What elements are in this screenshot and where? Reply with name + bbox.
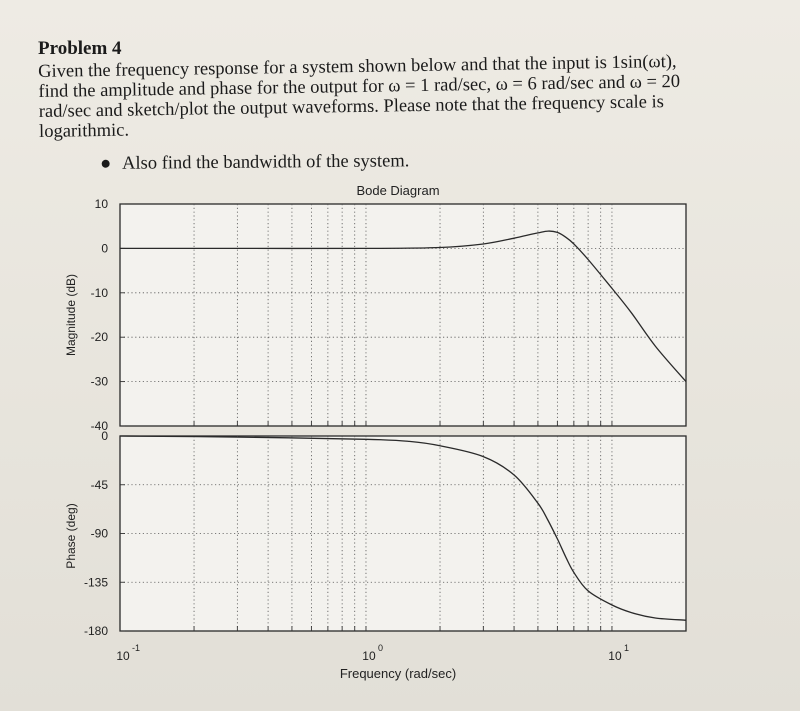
y-tick-label: 0 <box>101 429 108 443</box>
magnitude-plot-frame <box>119 203 687 427</box>
phase-panel: 0 -45 -90 -135 -180 <box>84 429 687 638</box>
phase-plot-frame <box>119 435 687 632</box>
magnitude-y-ticks: 10 0 -10 -20 -30 -40 <box>91 197 125 433</box>
phase-axis-label: Phase (deg) <box>64 503 78 568</box>
x-tick-label: 10 <box>116 649 130 663</box>
phase-y-ticks: 0 -45 -90 -135 -180 <box>84 429 125 638</box>
y-tick-label: -10 <box>91 286 109 300</box>
magnitude-grid <box>120 204 686 426</box>
problem-heading: Problem 4 <box>38 38 122 59</box>
frequency-axis-label: Frequency (rad/sec) <box>340 666 456 681</box>
x-tick-label: 10 <box>362 649 376 663</box>
x-tick-exponent: 1 <box>624 643 629 653</box>
y-tick-label: -20 <box>91 330 109 344</box>
y-tick-label: 10 <box>95 197 109 211</box>
magnitude-axis-label: Magnitude (dB) <box>64 274 78 356</box>
phase-series-line <box>119 435 687 621</box>
magnitude-panel: 10 0 -10 -20 -30 -40 <box>91 197 687 433</box>
phase-grid <box>120 436 686 631</box>
y-tick-label: -180 <box>84 624 108 638</box>
y-tick-label: 0 <box>101 241 108 255</box>
y-tick-label: -45 <box>91 478 109 492</box>
y-tick-label: -40 <box>91 419 109 433</box>
chart-title: Bode Diagram <box>356 183 439 198</box>
x-tick-label: 10 <box>608 649 622 663</box>
y-tick-label: -90 <box>91 527 109 541</box>
y-tick-label: -30 <box>91 375 109 389</box>
y-tick-label: -135 <box>84 575 108 589</box>
x-tick-exponent: 0 <box>378 643 383 653</box>
x-tick-exponent: -1 <box>132 643 140 653</box>
magnitude-series-line <box>120 230 687 383</box>
